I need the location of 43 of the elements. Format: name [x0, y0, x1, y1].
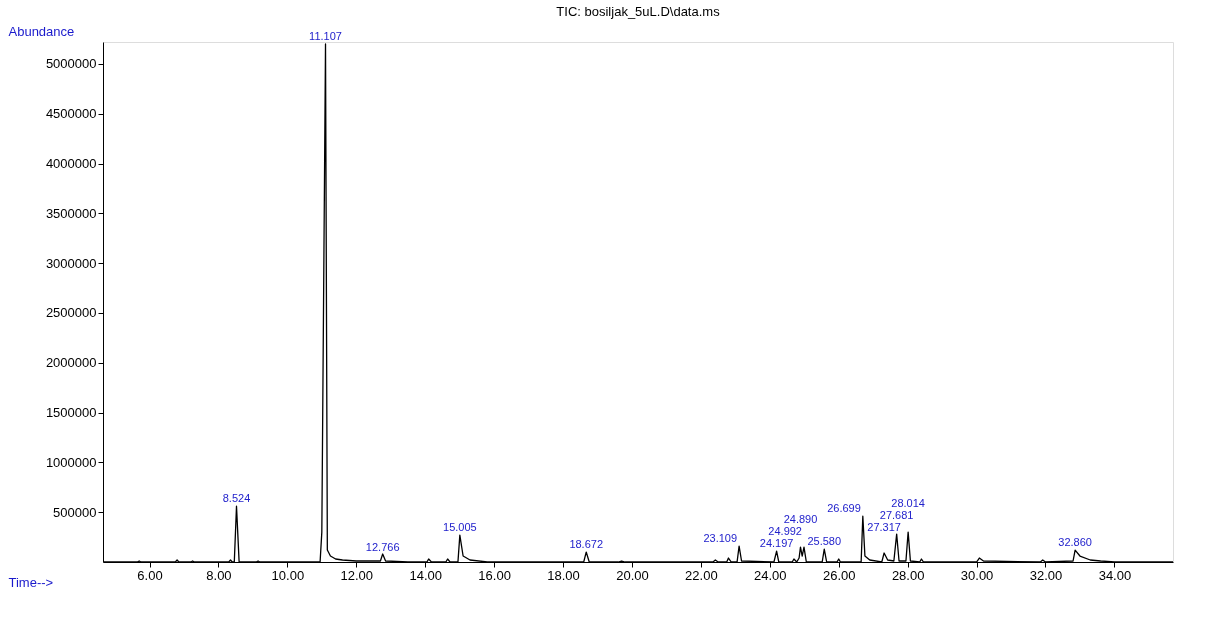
y-tick-label: 500000 — [53, 504, 97, 520]
y-tick-label: 5000000 — [45, 56, 97, 72]
y-tick-label: 1000000 — [45, 454, 97, 470]
annotation: 23.109 — [703, 531, 738, 544]
annotation: 24.890 — [783, 512, 818, 525]
annotation: 12.766 — [365, 540, 400, 553]
x-tick-label: 24.00 — [754, 567, 787, 583]
y-tick-label: 3500000 — [45, 205, 97, 221]
x-tick-label: 32.00 — [1029, 567, 1063, 583]
annotation: 32.860 — [1058, 536, 1092, 549]
annotation: 24.992 — [768, 525, 802, 538]
x-tick-label: 26.00 — [822, 567, 856, 583]
x-tick-label: 16.00 — [478, 567, 511, 583]
annotation: 27.317 — [867, 521, 901, 534]
annotation: 15.005 — [443, 521, 477, 534]
x-tick-label: 34.00 — [1098, 567, 1132, 583]
annotation: 18.672 — [569, 538, 604, 551]
y-tick-label: 4500000 — [45, 106, 97, 122]
annotation: 11.107 — [309, 29, 342, 42]
x-tick-label: 10.00 — [271, 567, 305, 583]
chart-title: TIC: bosiljak_5uL.D\data.ms — [556, 4, 721, 19]
annotation: 27.681 — [879, 508, 914, 521]
x-tick-label: 20.00 — [616, 567, 649, 583]
annotation: 24.197 — [759, 537, 794, 550]
x-tick-label: 6.00 — [137, 567, 163, 583]
y-tick-label: 3000000 — [45, 255, 97, 271]
annotation: 25.580 — [807, 535, 842, 548]
x-tick-label: 28.00 — [891, 567, 925, 583]
x-axis-title: Time--> — [8, 574, 54, 590]
y-tick-label: 4000000 — [45, 156, 97, 172]
annotation: 28.014 — [891, 496, 925, 509]
x-tick-label: 8.00 — [206, 567, 232, 583]
x-tick-label: 18.00 — [547, 567, 580, 583]
annotation: 8.524 — [222, 492, 251, 505]
x-tick-label: 22.00 — [685, 567, 718, 583]
y-tick-label: 2000000 — [45, 355, 97, 371]
y-tick-label: 1500000 — [45, 405, 97, 421]
x-tick-label: 14.00 — [409, 567, 442, 583]
x-tick-label: 12.00 — [340, 567, 374, 583]
y-tick-label: 2500000 — [45, 305, 97, 321]
y-axis-title: Abundance — [8, 23, 75, 39]
x-tick-label: 30.00 — [960, 567, 994, 583]
annotation: 26.699 — [827, 502, 861, 515]
